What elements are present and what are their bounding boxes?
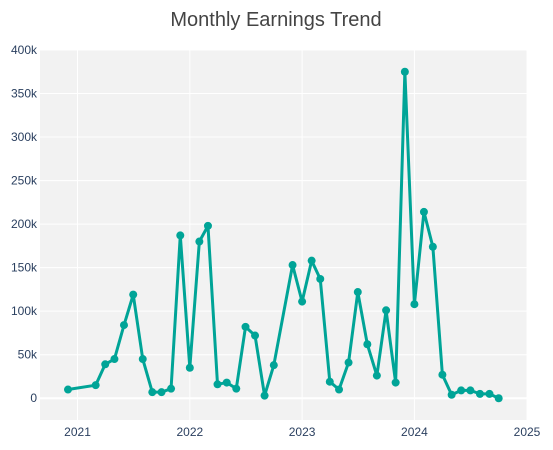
data-point — [325, 377, 334, 386]
data-point — [138, 355, 147, 364]
data-point — [316, 274, 325, 283]
data-point — [101, 360, 110, 369]
data-point — [335, 385, 344, 394]
data-point — [494, 394, 503, 403]
data-point — [241, 322, 250, 331]
data-point — [400, 67, 409, 76]
data-point — [195, 237, 204, 246]
data-point — [353, 288, 362, 297]
data-point — [485, 389, 494, 398]
data-point — [167, 384, 176, 393]
data-point — [213, 380, 222, 389]
data-point — [176, 231, 185, 240]
x-tick-label: 2024 — [401, 425, 428, 439]
data-point — [298, 297, 307, 306]
grid-lines — [40, 49, 528, 420]
data-point — [148, 388, 157, 397]
data-point — [447, 390, 456, 399]
data-point — [157, 388, 166, 397]
data-point — [129, 290, 138, 299]
data-point — [344, 358, 353, 367]
data-point — [91, 381, 100, 390]
y-tick-label: 250k — [11, 174, 38, 188]
data-point — [410, 300, 419, 309]
data-point — [457, 386, 466, 395]
plot-area — [40, 50, 527, 420]
x-axis: 2021 2022 2023 2024 2025 — [64, 425, 540, 439]
data-point — [251, 331, 260, 340]
data-point — [475, 389, 484, 398]
data-point — [288, 261, 297, 270]
y-tick-label: 400k — [11, 43, 38, 57]
data-point — [428, 242, 437, 251]
y-tick-label: 300k — [11, 130, 38, 144]
y-tick-label: 50k — [18, 348, 38, 362]
data-point — [232, 384, 241, 393]
data-point — [363, 340, 372, 349]
data-point — [269, 361, 278, 370]
y-axis: 0 50k 100k 150k 200k 250k 300k 350k 400k — [11, 43, 38, 405]
x-tick-label: 2025 — [514, 425, 541, 439]
data-point — [222, 378, 231, 387]
y-tick-label: 200k — [11, 217, 38, 231]
y-tick-label: 150k — [11, 261, 38, 275]
y-tick-label: 0 — [30, 391, 37, 405]
data-point — [438, 370, 447, 379]
data-point — [419, 207, 428, 216]
x-tick-label: 2021 — [64, 425, 91, 439]
data-point — [382, 306, 391, 315]
data-point — [466, 386, 475, 395]
data-point — [307, 256, 316, 265]
x-tick-label: 2023 — [289, 425, 316, 439]
data-point — [63, 385, 72, 394]
data-point — [372, 371, 381, 380]
y-tick-label: 350k — [11, 87, 38, 101]
series-group — [63, 67, 503, 403]
y-tick-label: 100k — [11, 304, 38, 318]
data-point — [119, 321, 128, 330]
data-point — [391, 378, 400, 387]
data-point — [185, 363, 194, 372]
chart-title: Monthly Earnings Trend — [170, 9, 381, 31]
data-point — [203, 221, 212, 230]
data-point — [110, 355, 119, 364]
data-point — [260, 391, 269, 400]
x-tick-label: 2022 — [176, 425, 203, 439]
